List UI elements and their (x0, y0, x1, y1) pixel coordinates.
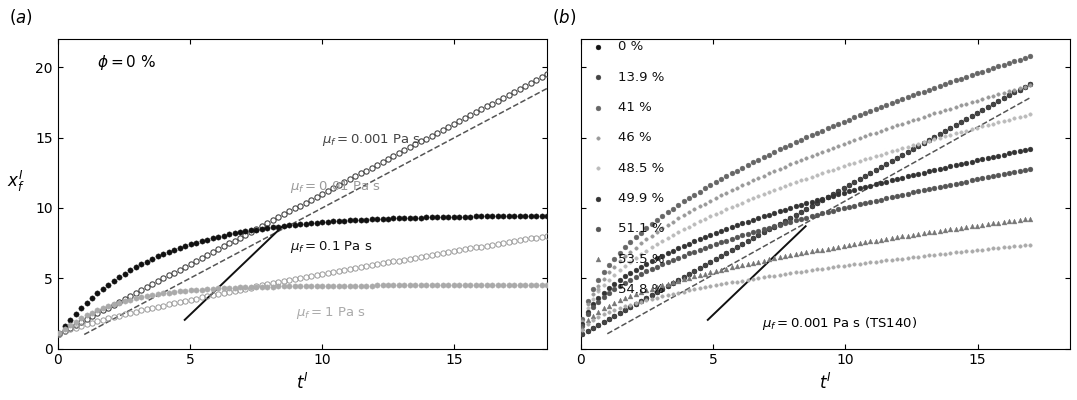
Text: $\mu_f = 0.001$ Pa s (TS140): $\mu_f = 0.001$ Pa s (TS140) (761, 315, 917, 332)
X-axis label: $t^{I}$: $t^{I}$ (819, 373, 831, 393)
Text: 48.5 %: 48.5 % (617, 162, 663, 175)
Text: $\mu_f = 0.001$ Pa s: $\mu_f = 0.001$ Pa s (322, 132, 421, 148)
Text: $\mu_f = 0.1$ Pa s: $\mu_f = 0.1$ Pa s (291, 239, 373, 255)
Text: $\phi = 0\ \%$: $\phi = 0\ \%$ (97, 53, 156, 72)
Text: $(a)$: $(a)$ (9, 7, 32, 27)
Text: 0 %: 0 % (617, 40, 643, 54)
Text: $(b)$: $(b)$ (551, 7, 575, 27)
Text: 13.9 %: 13.9 % (617, 71, 663, 84)
Text: 46 %: 46 % (617, 132, 652, 144)
Y-axis label: $x_f^{I}$: $x_f^{I}$ (6, 169, 25, 194)
Text: 49.9 %: 49.9 % (617, 192, 663, 205)
Text: 54.8 %: 54.8 % (617, 283, 663, 296)
Text: $\mu_f = 0.01$ Pa s: $\mu_f = 0.01$ Pa s (291, 179, 381, 195)
Text: $\mu_f = 1$ Pa s: $\mu_f = 1$ Pa s (296, 305, 365, 321)
Text: 53.5 %: 53.5 % (617, 253, 665, 266)
Text: 41 %: 41 % (617, 101, 652, 114)
X-axis label: $t^{I}$: $t^{I}$ (296, 373, 309, 393)
Text: 51.1 %: 51.1 % (617, 222, 665, 235)
